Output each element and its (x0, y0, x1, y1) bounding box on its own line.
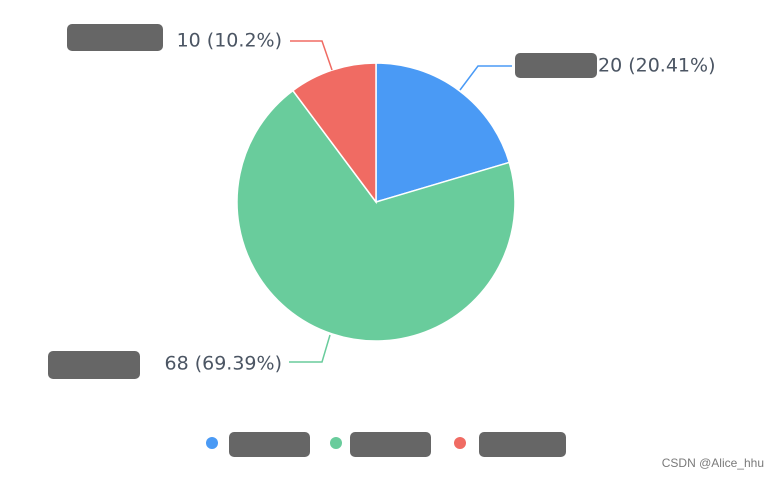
legend (206, 432, 566, 457)
pie-slices (236, 62, 516, 342)
callout-green-value-label: 68 (69.39%) (165, 353, 283, 375)
callout-green-line (289, 334, 331, 363)
legend-item-red-redacted-label (479, 432, 566, 457)
callout-red-line (290, 40, 333, 71)
callout-blue-redacted-name (515, 53, 597, 78)
legend-item-blue-redacted-label (229, 432, 310, 457)
legend-item-green-redacted-label (350, 432, 431, 457)
legend-item-blue[interactable] (206, 432, 310, 457)
legend-item-green[interactable] (330, 432, 431, 457)
pie-slice-green[interactable] (236, 89, 516, 342)
legend-item-green-dot (330, 437, 342, 449)
legend-item-blue-dot (206, 437, 218, 449)
callout-blue-value-label: 20 (20.41%) (598, 55, 716, 77)
callout-red-value-label: 10 (10.2%) (177, 30, 282, 52)
watermark: CSDN @Alice_hhu (661, 456, 764, 470)
callout-green-redacted-name (48, 351, 140, 379)
callout-blue-line (459, 65, 512, 91)
pie-slice-red[interactable] (291, 62, 377, 205)
callout-red-redacted-name (67, 24, 163, 51)
legend-item-red-dot (454, 437, 466, 449)
callouts: 20 (20.41%) 68 (69.39%) 10 (10.2%) (48, 24, 716, 379)
legend-item-red[interactable] (454, 432, 566, 457)
pie-slice-blue[interactable] (375, 62, 511, 204)
